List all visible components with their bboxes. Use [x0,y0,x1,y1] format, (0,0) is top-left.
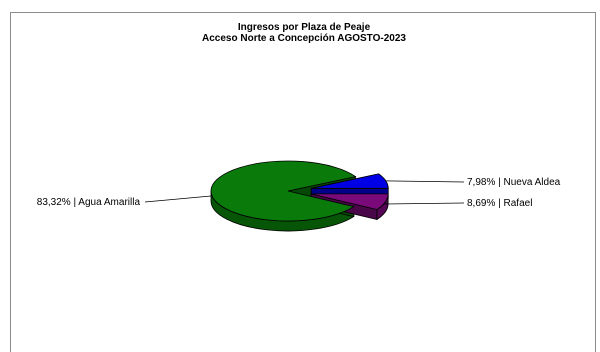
slice-label-rafael: 8,69% | Rafael [467,198,532,209]
pie-slice-rafael [311,193,389,210]
slice-label-nueva-aldea: 7,98% | Nueva Aldea [467,177,561,188]
leader-line-nueva-aldea [385,180,465,183]
chart-title-block: Ingresos por Plaza de Peaje Acceso Norte… [11,22,597,44]
pie-slice-agua-amarilla [210,160,357,222]
slice-label-agua-amarilla: 83,32% | Agua Amarilla [37,197,141,208]
chart-title: Ingresos por Plaza de Peaje [237,22,371,33]
leader-line-agua-amarilla [144,195,212,203]
pie-slice-nueva-aldea [311,173,389,189]
chart-subtitle: Acceso Norte a Concepción AGOSTO-2023 [202,33,406,44]
leader-line-rafael [385,202,465,205]
